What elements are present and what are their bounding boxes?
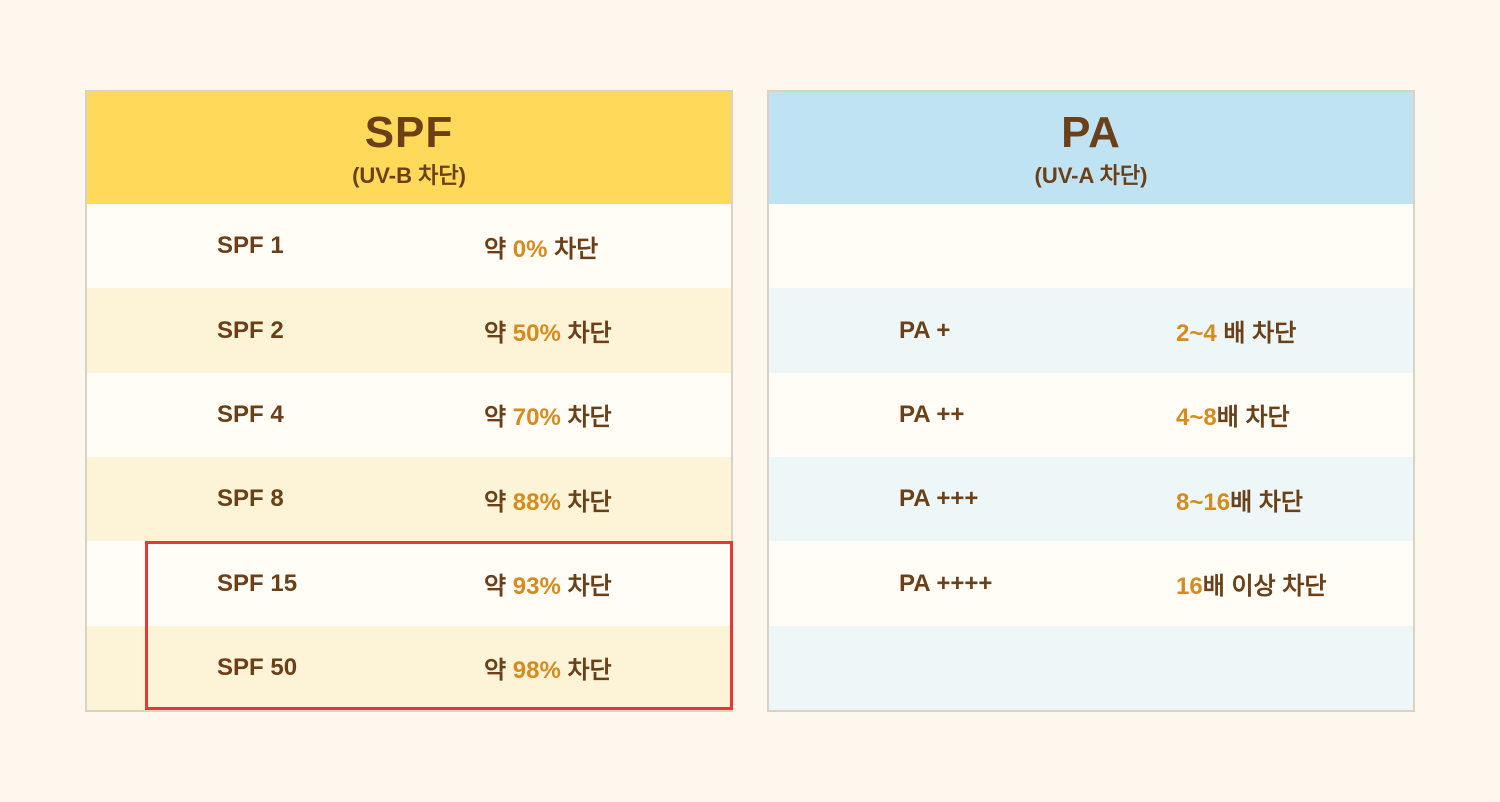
pa-rows: PA +2~4 배 차단PA ++4~8배 차단PA +++8~16배 차단PA…	[769, 204, 1413, 710]
spf-row: SPF 4약 70% 차단	[87, 373, 731, 457]
pa-row-value: 16배 이상 차단	[1136, 566, 1413, 601]
spf-row: SPF 50약 98% 차단	[87, 626, 731, 710]
spf-header: SPF (UV-B 차단)	[87, 92, 731, 204]
spf-row-label: SPF 4	[87, 401, 464, 429]
spf-row: SPF 2약 50% 차단	[87, 288, 731, 372]
pa-panel: PA (UV-A 차단) PA +2~4 배 차단PA ++4~8배 차단PA …	[767, 90, 1415, 712]
pa-row-label: PA +++	[769, 485, 1136, 513]
pa-row: PA ++4~8배 차단	[769, 373, 1413, 457]
pa-row-label: PA ++	[769, 401, 1136, 429]
spf-row-value: 약 0% 차단	[464, 229, 731, 264]
spf-row-value: 약 70% 차단	[464, 397, 731, 432]
pa-row: PA +2~4 배 차단	[769, 288, 1413, 372]
pa-title: PA	[769, 110, 1413, 156]
pa-row: PA +++8~16배 차단	[769, 457, 1413, 541]
spf-row-value: 약 88% 차단	[464, 482, 731, 517]
spf-row-label: SPF 15	[87, 570, 464, 598]
spf-rows: SPF 1약 0% 차단SPF 2약 50% 차단SPF 4약 70% 차단SP…	[87, 204, 731, 710]
layout-wrap: SPF (UV-B 차단) SPF 1약 0% 차단SPF 2약 50% 차단S…	[85, 90, 1415, 712]
spf-row-label: SPF 50	[87, 654, 464, 682]
pa-subtitle: (UV-A 차단)	[769, 158, 1413, 190]
spf-panel: SPF (UV-B 차단) SPF 1약 0% 차단SPF 2약 50% 차단S…	[85, 90, 733, 712]
spf-row-label: SPF 1	[87, 232, 464, 260]
spf-row: SPF 8약 88% 차단	[87, 457, 731, 541]
pa-row	[769, 204, 1413, 288]
pa-row-value: 8~16배 차단	[1136, 482, 1413, 517]
spf-title: SPF	[87, 110, 731, 156]
spf-row-value: 약 93% 차단	[464, 566, 731, 601]
spf-row: SPF 1약 0% 차단	[87, 204, 731, 288]
spf-row-label: SPF 8	[87, 485, 464, 513]
spf-row-value: 약 98% 차단	[464, 650, 731, 685]
spf-row-label: SPF 2	[87, 317, 464, 345]
pa-row-value: 4~8배 차단	[1136, 397, 1413, 432]
pa-row-label: PA +	[769, 317, 1136, 345]
pa-header: PA (UV-A 차단)	[769, 92, 1413, 204]
pa-row-value: 2~4 배 차단	[1136, 313, 1413, 348]
spf-row: SPF 15약 93% 차단	[87, 541, 731, 625]
pa-row: PA ++++16배 이상 차단	[769, 541, 1413, 625]
spf-subtitle: (UV-B 차단)	[87, 158, 731, 190]
pa-row	[769, 626, 1413, 710]
spf-row-value: 약 50% 차단	[464, 313, 731, 348]
pa-row-label: PA ++++	[769, 570, 1136, 598]
